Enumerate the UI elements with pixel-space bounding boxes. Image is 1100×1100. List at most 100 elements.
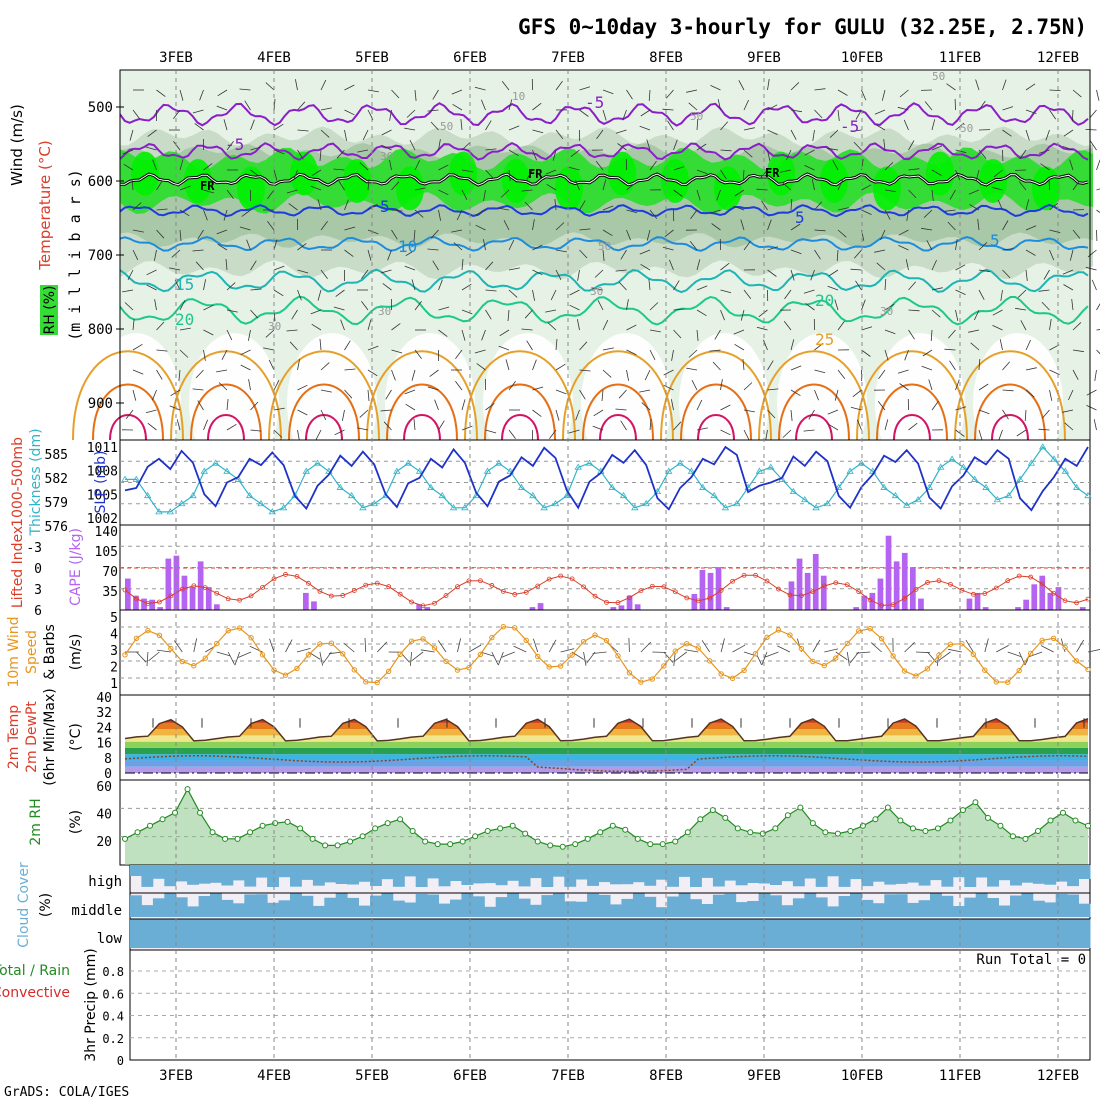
cloud-bar-middle bbox=[255, 894, 268, 917]
wind-barb bbox=[908, 309, 920, 312]
cloud-bar-high bbox=[278, 865, 291, 878]
wind-barb bbox=[805, 303, 815, 311]
rh2m-point bbox=[1085, 822, 1091, 829]
wind-barb bbox=[1085, 129, 1097, 131]
date-label-top: 11FEB bbox=[939, 50, 981, 66]
wind-barb bbox=[438, 189, 449, 196]
wind-barb bbox=[743, 429, 750, 440]
bottom-date-axis: 3FEB 4FEB 5FEB 6FEB 7FEB 8FEB 9FEB 10FEB 11FEB 12… bbox=[159, 1068, 1079, 1084]
cloud-bar-high bbox=[907, 865, 919, 883]
wind-barb bbox=[946, 83, 956, 91]
wind-barb bbox=[461, 399, 466, 411]
wind-barb bbox=[385, 389, 392, 400]
temperature-band bbox=[125, 735, 1088, 742]
rh2m-point bbox=[284, 818, 291, 825]
date-label-bottom: 9FEB bbox=[747, 1068, 781, 1084]
cloud-bar-middle bbox=[827, 906, 839, 917]
wind-barb bbox=[602, 347, 614, 351]
wind-barb bbox=[898, 229, 909, 236]
cape-bar bbox=[537, 603, 544, 610]
wind-barb bbox=[125, 409, 134, 419]
cloud-bar-middle bbox=[1044, 902, 1057, 917]
cloud-bar-high bbox=[621, 865, 634, 885]
wind-barb bbox=[485, 289, 497, 292]
lifted-index-point bbox=[718, 587, 724, 593]
wind-barb bbox=[814, 389, 819, 401]
cloud-bar-high bbox=[427, 865, 439, 879]
wind-barb bbox=[391, 89, 400, 99]
wind-barb bbox=[241, 209, 251, 217]
rh2m-point bbox=[922, 828, 929, 834]
thickness-point bbox=[1072, 483, 1081, 490]
axis-tick-label: 32 bbox=[96, 706, 112, 721]
wind-barb bbox=[883, 139, 886, 151]
wind-barb bbox=[203, 304, 214, 311]
freezing-level-label: FR bbox=[765, 166, 780, 180]
cape-bar bbox=[885, 535, 892, 610]
rh2m-point bbox=[859, 822, 866, 829]
cloud-bar-low bbox=[495, 919, 508, 948]
wind-barb bbox=[720, 429, 731, 436]
cloud-bar-high bbox=[701, 865, 714, 878]
wind-barb bbox=[532, 129, 544, 134]
wind-barb bbox=[289, 341, 298, 351]
cloud-bar-middle bbox=[564, 901, 577, 917]
wind-barb bbox=[586, 651, 596, 664]
cloud-bar-low bbox=[998, 919, 1011, 948]
wind-barb bbox=[555, 409, 560, 421]
wind-barbs bbox=[125, 637, 1100, 667]
wind-barb bbox=[203, 419, 208, 431]
wind-barb bbox=[317, 289, 322, 301]
rh2m-point bbox=[622, 826, 629, 833]
wind-barb bbox=[367, 229, 379, 235]
wind-barb bbox=[554, 199, 557, 211]
wind-barb bbox=[468, 644, 482, 653]
rh2m-point bbox=[847, 828, 854, 834]
cloud-bar-high bbox=[690, 865, 702, 887]
wind-barb bbox=[152, 159, 157, 171]
wind-barb bbox=[602, 179, 607, 191]
ylabel-minmax: (6hr Min/Max) bbox=[42, 688, 58, 785]
wind-barb bbox=[521, 328, 533, 331]
wind-barb bbox=[344, 226, 356, 231]
temperature-label: 20 bbox=[815, 291, 834, 310]
cloud-bar-high bbox=[324, 865, 337, 883]
rh2m-point bbox=[422, 838, 429, 845]
cloud-bar-middle bbox=[987, 898, 999, 917]
cloud-bar-high bbox=[255, 865, 268, 878]
wind-barb bbox=[343, 642, 355, 653]
cloud-bar-middle bbox=[758, 893, 771, 917]
wind-barb bbox=[1002, 79, 1007, 91]
cloud-bar-low bbox=[724, 919, 737, 948]
wind-barb bbox=[814, 201, 823, 211]
wind-barb bbox=[481, 329, 486, 341]
ylabel-wind10m-1: 10m Wind bbox=[6, 616, 22, 687]
date-label-top: 6FEB bbox=[453, 50, 487, 66]
ylabel-degc: (°C) bbox=[68, 723, 84, 751]
cloud-bar-low bbox=[804, 919, 817, 948]
rh-dry-plume bbox=[679, 333, 769, 473]
lifted-index-point bbox=[179, 586, 185, 592]
wind-barb bbox=[311, 169, 322, 177]
wind-barb bbox=[1043, 269, 1050, 280]
wind-barb bbox=[811, 179, 815, 191]
wind-barb bbox=[756, 326, 768, 331]
cloud-level-low: low bbox=[97, 931, 123, 947]
wind-barb bbox=[532, 102, 542, 111]
cloud-bar-high bbox=[381, 865, 394, 880]
wind-barb bbox=[969, 204, 980, 211]
wind-barb bbox=[579, 249, 588, 259]
rh-blob bbox=[1032, 166, 1060, 211]
wind-barb bbox=[790, 223, 801, 231]
cloud-bar-high bbox=[1044, 865, 1057, 885]
axis-tick-label: 0 bbox=[34, 562, 42, 577]
wind-barb bbox=[855, 109, 862, 120]
axis-tick-label: 585 bbox=[45, 448, 68, 463]
wind-barb bbox=[461, 169, 473, 173]
freezing-level-label: FR bbox=[528, 167, 543, 181]
wind-barb bbox=[1086, 389, 1097, 396]
thickness-point bbox=[585, 459, 594, 466]
temperature-loop bbox=[72, 350, 184, 441]
rh-dry-plume bbox=[385, 333, 475, 473]
temperature-label: 15 bbox=[175, 275, 194, 294]
